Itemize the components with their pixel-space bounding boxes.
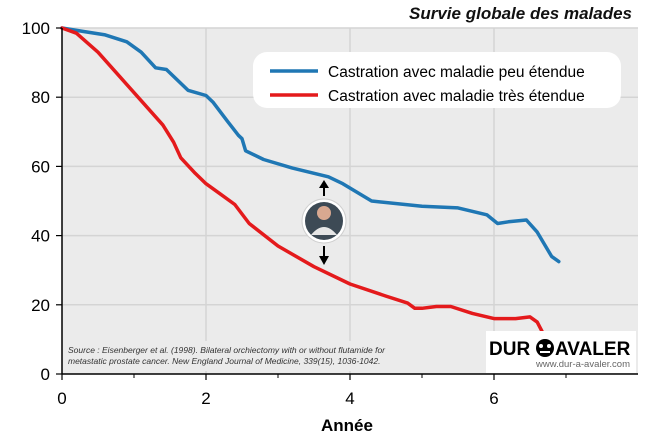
x-tick-label: 6: [489, 389, 498, 408]
series-line-1: [60, 26, 561, 264]
logo-text-right: AVALER: [555, 339, 631, 360]
x-tick-label: 2: [201, 389, 210, 408]
x-axis-label: Année: [321, 416, 373, 435]
logo-url: www.dur-a-avaler.com: [535, 359, 630, 370]
legend-label-1: Castration avec maladie peu étendue: [328, 64, 585, 81]
source-note: Source : Eisenberger et al. (1998). Bila…: [64, 341, 434, 371]
y-tick-label: 0: [41, 365, 50, 384]
y-tick-label: 80: [31, 88, 50, 107]
y-tick-label: 60: [31, 157, 50, 176]
logo-box: [486, 331, 636, 373]
source-box: [64, 341, 434, 371]
x-tick-label: 4: [345, 389, 354, 408]
series-lines: [60, 26, 561, 338]
avatar: [301, 198, 347, 244]
x-tick-label: 0: [57, 389, 66, 408]
ticks: 0 20 40 60 80 100 0 2 4 6: [22, 19, 567, 408]
y-tick-label: 100: [22, 19, 50, 38]
series-line-2: [60, 26, 547, 338]
legend: Castration avec maladie peu étendue Cast…: [253, 52, 621, 108]
legend-box: [253, 52, 621, 108]
logo-text-left: DUR: [489, 339, 530, 360]
y-tick-label: 40: [31, 227, 50, 246]
chart-title: Survie globale des malades: [409, 4, 632, 23]
logo-face-icon: [536, 339, 554, 357]
y-tick-label: 20: [31, 296, 50, 315]
legend-label-2: Castration avec maladie très étendue: [328, 88, 585, 105]
arrow-down-icon: [319, 246, 329, 265]
logo: DUR AVALER www.dur-a-avaler.com: [486, 331, 636, 373]
arrow-up-icon: [319, 180, 329, 196]
source-text: Source : Eisenberger et al. (1998). Bila…: [68, 345, 387, 366]
